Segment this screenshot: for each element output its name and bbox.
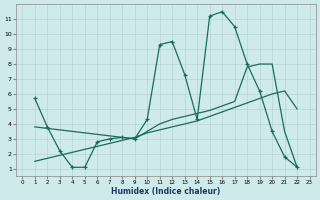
X-axis label: Humidex (Indice chaleur): Humidex (Indice chaleur) bbox=[111, 187, 220, 196]
